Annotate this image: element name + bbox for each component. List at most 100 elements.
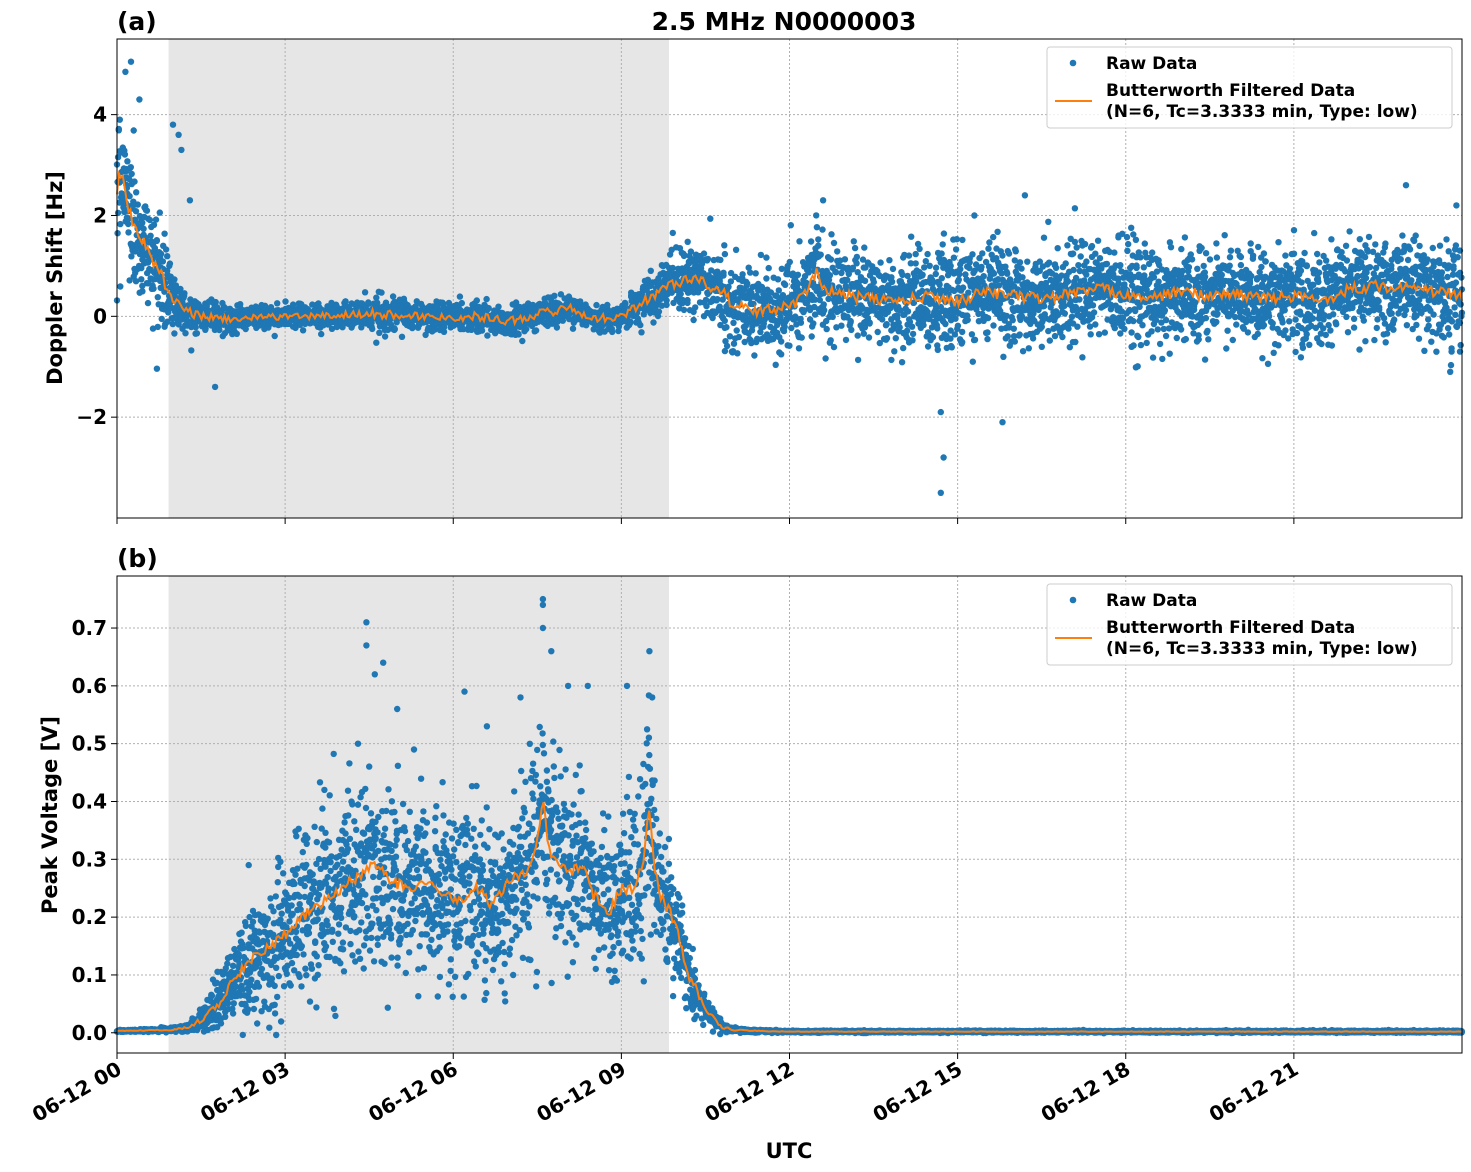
panel-a-raw-point: [853, 253, 861, 261]
panel-a-raw-point: [888, 356, 895, 364]
panel-a-raw-point: [1343, 313, 1350, 321]
panel-a-raw-point: [986, 239, 993, 246]
panel-a-raw-point: [1155, 278, 1162, 285]
panel-a-raw-point: [172, 282, 180, 289]
panel-a-raw-point: [126, 277, 133, 284]
panel-a-raw-point: [786, 342, 793, 349]
panel-a-raw-point: [1128, 329, 1135, 336]
panel-a-raw-point: [361, 289, 369, 296]
panel-a-raw-point: [134, 201, 141, 208]
panel-a-raw-point: [1111, 324, 1119, 332]
panel-a-raw-point: [369, 325, 376, 333]
panel-a-raw-point: [1054, 245, 1061, 252]
panel-a-raw-point: [139, 288, 146, 295]
panel-a-raw-point: [939, 241, 946, 248]
panel-a-raw-point: [999, 252, 1006, 259]
panel-a-raw-point: [798, 334, 805, 341]
panel-a-raw-point: [1204, 327, 1211, 335]
panel-a-raw-point: [684, 238, 691, 245]
panel-a-raw-point: [934, 325, 941, 332]
panel-a-raw-point: [1195, 336, 1202, 343]
panel-a-raw-point: [1143, 339, 1150, 347]
panel-a-raw-point: [942, 320, 949, 328]
panel-a-raw-point: [1179, 267, 1186, 275]
panel-a-raw-point: [1005, 250, 1013, 257]
panel-a-raw-point: [994, 228, 1001, 235]
panel-a-raw-point: [164, 253, 171, 260]
panel-a-raw-point: [171, 308, 179, 315]
panel-a-raw-point: [162, 246, 170, 253]
panel-a-raw-point: [1390, 326, 1397, 333]
panel-a-raw-point: [166, 260, 174, 267]
panel-a-raw-point: [1316, 259, 1323, 266]
panel-a-raw-point: [1000, 353, 1007, 360]
panel-a-raw-point: [1290, 250, 1298, 257]
panel-a-raw-point: [1130, 342, 1137, 349]
panel-a-raw-point: [127, 164, 134, 171]
panel-a-raw-point: [830, 239, 838, 247]
panel-a-raw-point: [1226, 254, 1234, 261]
panel-a-raw-point: [779, 292, 787, 299]
panel-a-raw-point: [1356, 236, 1364, 243]
panel-a-raw-point: [483, 295, 490, 303]
panel-a-raw-point: [912, 260, 919, 267]
panel-a-raw-point: [886, 257, 893, 264]
panel-a-raw-point: [778, 351, 785, 358]
panel-a-raw-point: [1038, 343, 1046, 350]
panel-a-raw-point: [854, 356, 862, 364]
panel-a-raw-point: [1399, 232, 1406, 239]
panel-a-raw-point: [1079, 354, 1086, 361]
panel-a-raw-point: [979, 250, 986, 257]
panel-a-raw-point: [1159, 355, 1166, 363]
panel-a-raw-point: [125, 215, 132, 222]
panel-a-raw-point: [820, 301, 827, 308]
panel-a-raw-point: [637, 321, 644, 329]
panel-a-raw-point: [763, 275, 770, 282]
panel-a-raw-point: [1202, 250, 1210, 257]
panel-a-raw-point: [1149, 354, 1157, 361]
panel-a-raw-point: [177, 285, 184, 293]
panel-a-raw-point: [1293, 329, 1301, 337]
panel-a-raw-point: [669, 229, 676, 237]
panel-a-raw-point: [622, 300, 629, 307]
panel-a-raw-point: [182, 330, 189, 337]
panel-a-raw-point: [1149, 249, 1156, 256]
panel-a-raw-point: [959, 236, 966, 244]
panel-a-raw-point: [805, 269, 812, 276]
panel-a-raw-point: [1333, 321, 1340, 328]
panel-a-raw-point: [921, 264, 928, 271]
panel-a-raw-point: [609, 328, 616, 336]
panel-a-raw-point: [152, 216, 160, 223]
panel-a-raw-point: [117, 283, 124, 290]
panel-a-raw-point: [1150, 274, 1158, 281]
panel-a-raw-point: [128, 253, 135, 260]
panel-a-raw-point: [861, 277, 869, 285]
panel-a-raw-point: [171, 330, 178, 337]
panel-a-raw-point: [1111, 249, 1118, 256]
panel-a-raw-point: [919, 271, 926, 278]
panel-a-raw-point: [808, 333, 815, 340]
panel-a-raw-point: [1366, 264, 1374, 271]
panel-a-raw-point: [1255, 243, 1262, 251]
panel-a-raw-point: [484, 332, 491, 339]
panel-a-raw-point: [153, 237, 160, 245]
panel-a-raw-point: [1218, 271, 1226, 279]
panel-a-raw-point: [1025, 345, 1033, 352]
panel-a-raw-point: [796, 238, 803, 245]
panel-a-raw-point: [924, 250, 931, 258]
panel-a-raw-point: [1260, 250, 1268, 257]
panel-a-raw-point: [810, 320, 817, 327]
panel-a-raw-point: [1382, 240, 1389, 247]
panel-a-raw-point: [1081, 240, 1089, 248]
panel-a-raw-point: [1156, 340, 1164, 348]
panel-a-raw-point: [794, 271, 802, 278]
panel-a-raw-point: [842, 336, 850, 344]
panel-a-raw-point: [954, 322, 962, 329]
panel-a-raw-point: [903, 327, 911, 334]
panel-a-raw-point: [990, 270, 998, 277]
panel-a-raw-point: [299, 327, 307, 334]
panel-a-raw-point: [146, 216, 154, 224]
panel-a-raw-point: [171, 276, 178, 283]
panel-a-raw-point: [1318, 340, 1325, 348]
